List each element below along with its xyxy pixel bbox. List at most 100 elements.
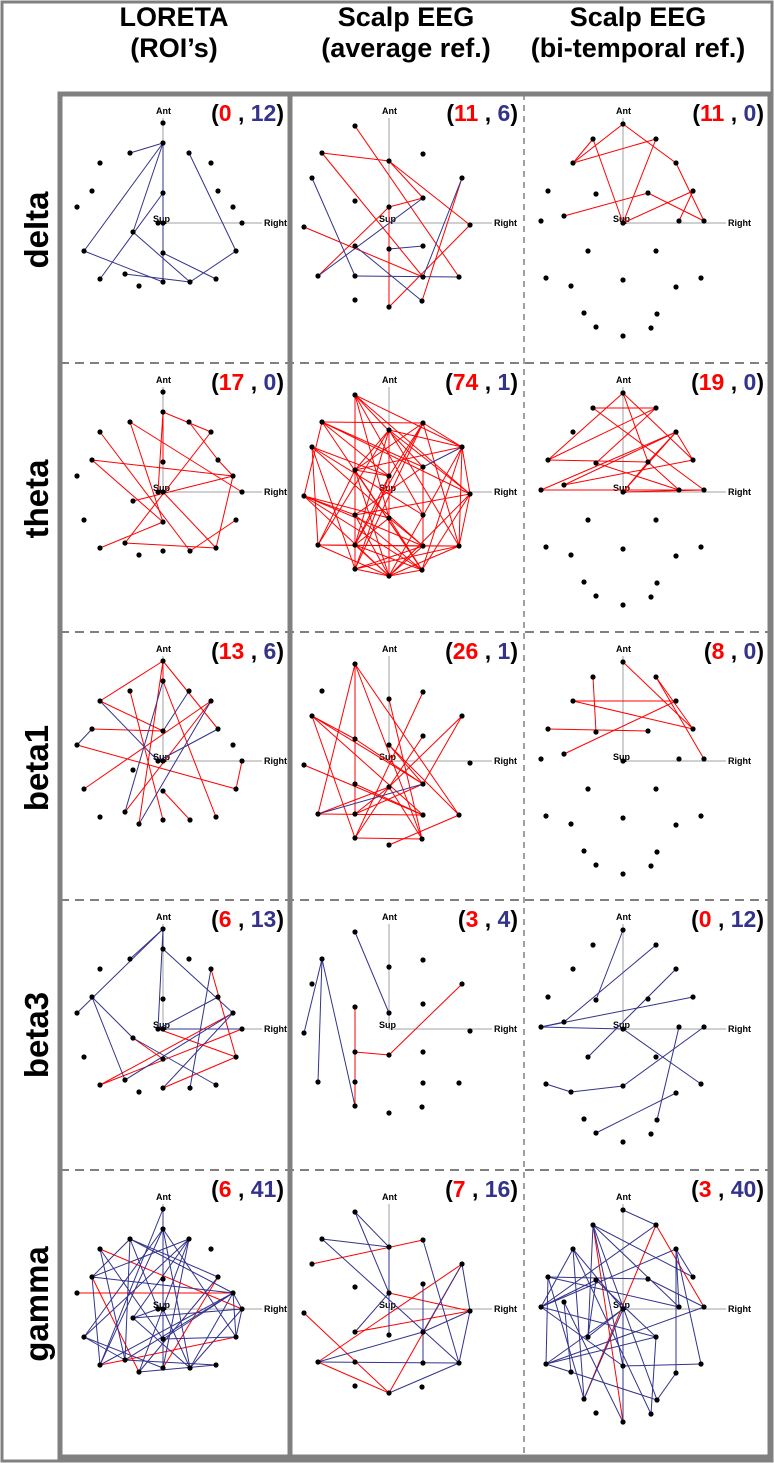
- right-label: Right: [264, 1304, 287, 1314]
- negative-connection: [354, 275, 460, 278]
- positive-connection: [354, 125, 460, 278]
- positive-connection: [354, 663, 460, 816]
- electrode-node: [81, 248, 87, 254]
- electrode-node: [160, 1056, 166, 1062]
- electrode-node: [543, 1081, 549, 1087]
- electrode-node: [570, 698, 576, 704]
- electrode-node: [309, 175, 315, 181]
- positive-connection: [303, 495, 424, 547]
- negative-connection: [189, 1292, 234, 1369]
- positive-connection: [388, 429, 471, 495]
- electrode-node: [673, 1090, 679, 1096]
- electrode-node: [309, 713, 315, 719]
- electrode-node: [620, 758, 626, 764]
- positive-connection: [354, 544, 390, 577]
- electrode-node: [648, 863, 654, 869]
- negative-connection: [540, 1279, 597, 1308]
- electrode-node: [676, 1304, 682, 1310]
- count-paren: ): [510, 100, 518, 126]
- positive-count: 6: [218, 906, 232, 932]
- electrode-node: [230, 204, 236, 210]
- electrode-node: [645, 728, 651, 734]
- count-paren: (: [211, 906, 219, 932]
- electrode-node: [593, 1410, 599, 1416]
- electrode-node: [213, 814, 219, 820]
- negative-count: 6: [497, 100, 511, 126]
- electrode-node: [593, 1130, 599, 1136]
- positive-connection: [354, 394, 463, 448]
- negative-connection: [162, 948, 234, 1014]
- electrode-node: [97, 276, 103, 282]
- positive-connection: [354, 514, 390, 577]
- positive-connection: [217, 459, 234, 477]
- positive-connection: [303, 421, 323, 497]
- electrode-node: [538, 218, 544, 224]
- connection-count: (6 , 41): [211, 1176, 284, 1203]
- negative-connection: [422, 1239, 460, 1364]
- count-separator: ,: [478, 100, 498, 126]
- positive-connection: [388, 545, 424, 577]
- positive-connection: [354, 691, 424, 839]
- positive-connection: [99, 1248, 243, 1310]
- negative-connection: [124, 1238, 131, 1361]
- positive-connection: [132, 475, 234, 502]
- electrode-node: [239, 1026, 245, 1032]
- electrode-node: [215, 994, 221, 1000]
- electrode-node: [352, 1079, 358, 1085]
- electrode-node: [653, 1334, 659, 1340]
- negative-connection: [592, 1224, 694, 1278]
- electrode-node: [122, 1077, 128, 1083]
- electrode-node: [673, 160, 679, 166]
- positive-connection: [354, 394, 390, 519]
- electrode-node: [456, 812, 462, 818]
- right-label: Right: [494, 487, 517, 497]
- positive-connection: [354, 394, 471, 495]
- electrode-node: [97, 698, 103, 704]
- negative-connection: [592, 1224, 658, 1401]
- electrode-node: [570, 1246, 576, 1252]
- electrode-node: [543, 813, 549, 819]
- electrode-node: [690, 1274, 696, 1280]
- electrode-node: [352, 392, 358, 398]
- electrode-node: [160, 389, 166, 395]
- count-separator: ,: [244, 369, 264, 395]
- electrode-node: [315, 811, 321, 817]
- positive-connection: [572, 138, 657, 164]
- electrode-node: [301, 1030, 307, 1036]
- electrode-node: [81, 1334, 87, 1340]
- network-plot: Ant Sup Right: [74, 644, 287, 827]
- positive-connection: [678, 190, 694, 222]
- negative-connection: [587, 1279, 597, 1338]
- positive-connection: [388, 786, 423, 840]
- electrode-node: [122, 271, 128, 277]
- negative-count: 0: [743, 369, 757, 395]
- negative-count: 41: [250, 1176, 277, 1202]
- electrode-node: [186, 956, 192, 962]
- electrode-node: [386, 1244, 392, 1250]
- positive-connection: [311, 715, 424, 785]
- row-label-gamma: gamma: [18, 1246, 55, 1362]
- electrode-node: [673, 553, 679, 559]
- panel-border: [57, 91, 773, 1460]
- electrode-node: [698, 1081, 704, 1087]
- electrode-node: [620, 277, 626, 283]
- positive-connection: [83, 700, 212, 790]
- electrode-node: [620, 1026, 626, 1032]
- electrode-node: [319, 688, 325, 694]
- negative-connection: [540, 1248, 677, 1308]
- electrode-node: [701, 1304, 707, 1310]
- network-plot: Ant Sup Right: [538, 375, 751, 608]
- negative-connection: [650, 1336, 657, 1415]
- electrode-node: [420, 1360, 426, 1366]
- ant-label: Ant: [616, 1192, 631, 1202]
- electrode-node: [420, 1237, 426, 1243]
- connection-count: (11 , 6): [446, 100, 518, 127]
- electrode-node: [352, 123, 358, 129]
- positive-connection: [311, 446, 424, 516]
- negative-connection: [132, 231, 191, 283]
- electrode-node: [352, 542, 358, 548]
- electrode-node: [568, 283, 574, 289]
- positive-connection: [388, 1292, 471, 1312]
- connection-count: (17 , 0): [211, 369, 284, 396]
- electrode-node: [233, 517, 239, 523]
